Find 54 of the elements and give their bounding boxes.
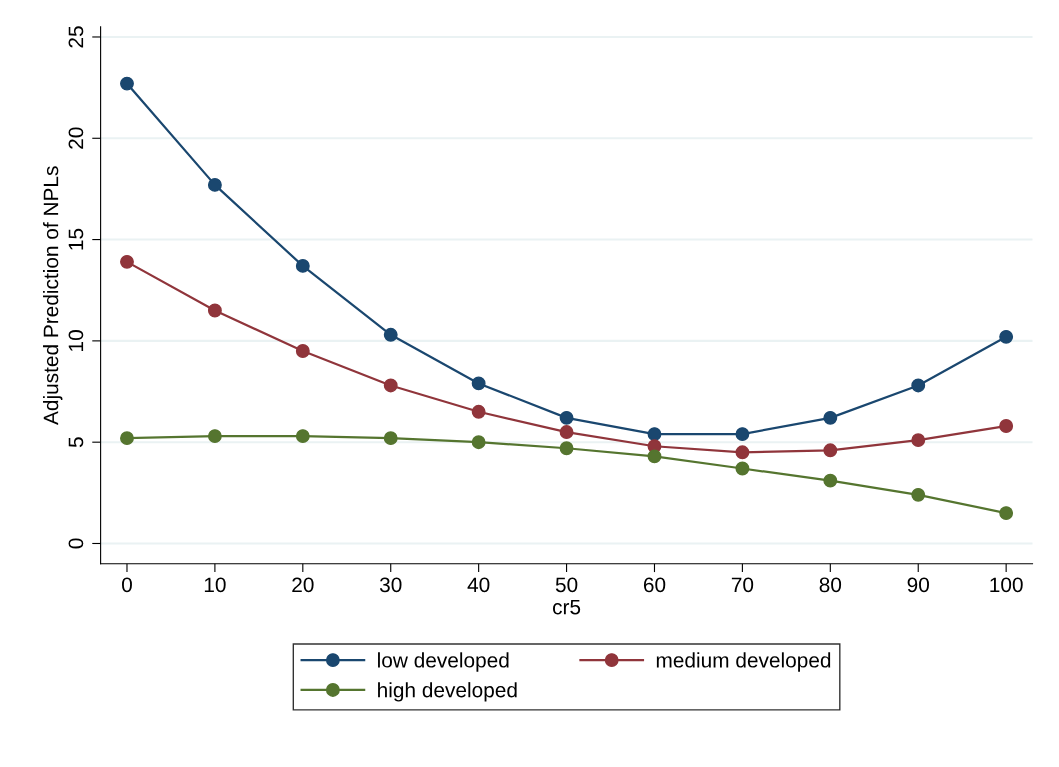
point [647, 427, 662, 442]
point [295, 429, 310, 444]
x-tick-label: 70 [731, 577, 754, 593]
y-tick-label: 15 [68, 228, 84, 250]
point [295, 258, 310, 273]
point [911, 378, 926, 393]
x-tick-label: 20 [292, 577, 314, 593]
point [559, 441, 574, 456]
point [207, 303, 222, 318]
point [823, 410, 838, 425]
y-tick-label: 0 [68, 538, 84, 549]
x-tick-label: 80 [819, 577, 842, 593]
x-tick-label: 10 [204, 577, 226, 593]
point [911, 433, 926, 448]
point [383, 327, 398, 342]
point [207, 429, 222, 444]
x-tick-label: 100 [990, 577, 1023, 593]
x-tick-label: 40 [467, 577, 490, 593]
legend-label: high developed [378, 682, 517, 702]
point [647, 449, 662, 464]
y-tick-label: 20 [68, 127, 84, 149]
point [735, 445, 750, 460]
x-tick-label: 60 [643, 577, 666, 593]
y-tick-label: 10 [68, 330, 84, 351]
point [735, 461, 750, 476]
point [120, 76, 134, 91]
x-tick-label: 50 [555, 577, 578, 593]
legend-label: medium developed [656, 652, 831, 672]
point [911, 487, 926, 502]
y-tick-label: 25 [68, 26, 84, 48]
point [559, 425, 574, 439]
point [999, 329, 1014, 344]
point [471, 376, 486, 391]
point [120, 431, 134, 446]
point [207, 177, 222, 192]
point [471, 404, 486, 419]
x-axis-title: cr5 [552, 599, 581, 615]
x-tick-label: 30 [379, 577, 402, 593]
point [823, 473, 838, 488]
point [383, 378, 398, 393]
legend-label: low developed [378, 652, 509, 672]
point [823, 443, 838, 458]
point [999, 419, 1014, 433]
point [999, 506, 1014, 521]
point [295, 344, 310, 358]
x-tick-label: 0 [122, 577, 132, 593]
y-tick-label: 5 [68, 437, 84, 448]
point [559, 410, 574, 425]
y-axis-title: Adjusted Prediction of NPLs [43, 166, 63, 425]
point [735, 427, 750, 442]
point [383, 431, 398, 446]
x-tick-label: 90 [907, 577, 930, 593]
point [120, 254, 134, 269]
point [471, 435, 486, 450]
